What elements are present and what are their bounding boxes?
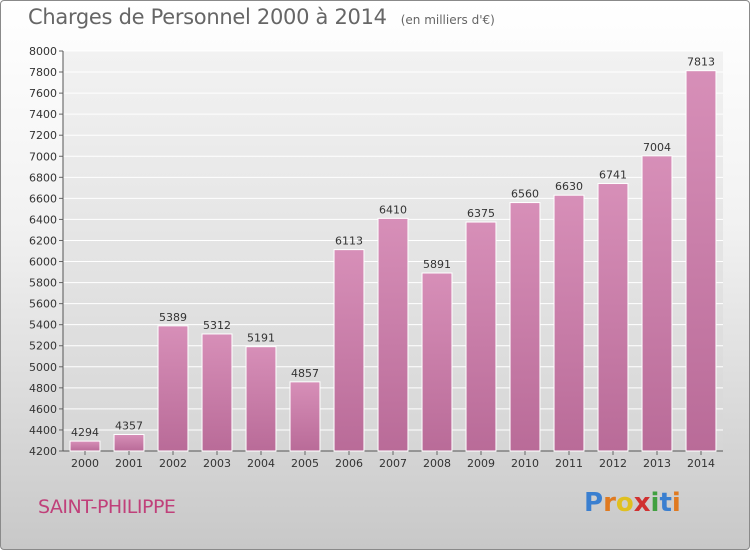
y-tick-label: 5600 — [29, 298, 57, 311]
bar-value-label: 5312 — [203, 319, 231, 332]
bar-value-label: 6560 — [511, 188, 539, 201]
bar-value-label: 6113 — [335, 235, 363, 248]
logo-letter: t — [659, 488, 672, 518]
bar-value-label: 5891 — [423, 258, 451, 271]
bar — [685, 70, 717, 452]
bar — [509, 202, 541, 452]
chart-title-block: Charges de Personnel 2000 à 2014 (en mill… — [28, 5, 495, 29]
bar-value-label: 5191 — [247, 332, 275, 345]
y-tick-label: 6800 — [29, 171, 57, 184]
x-tick-label: 2011 — [555, 457, 583, 470]
chart-subtitle: (en milliers d'€) — [400, 13, 495, 27]
bar-value-label: 6410 — [379, 203, 407, 216]
y-tick-label: 6000 — [29, 256, 57, 269]
x-tick-label: 2009 — [467, 457, 495, 470]
bar-value-label: 4857 — [291, 367, 319, 380]
y-tick-label: 7600 — [29, 87, 57, 100]
bar — [641, 155, 673, 452]
y-tick-label: 5000 — [29, 361, 57, 374]
bar-value-label: 5389 — [159, 311, 187, 324]
y-tick-label: 5800 — [29, 277, 57, 290]
bar — [201, 333, 233, 452]
y-tick-label: 6200 — [29, 234, 57, 247]
logo-letter: o — [615, 488, 634, 518]
bar — [157, 325, 189, 452]
y-tick-label: 4800 — [29, 382, 57, 395]
y-tick-label: 7000 — [29, 150, 57, 163]
y-tick-label: 4600 — [29, 403, 57, 416]
bar-value-label: 6630 — [555, 180, 583, 193]
logo-letter: i — [650, 488, 660, 518]
bar — [69, 440, 101, 452]
bar — [289, 381, 321, 452]
bar — [465, 221, 497, 452]
x-tick-label: 2007 — [379, 457, 407, 470]
x-tick-label: 2012 — [599, 457, 627, 470]
y-tick-label: 8000 — [29, 45, 57, 58]
bar-value-label: 7813 — [687, 56, 715, 69]
x-tick-label: 2004 — [247, 457, 275, 470]
x-tick-label: 2001 — [115, 457, 143, 470]
x-tick-label: 2000 — [71, 457, 99, 470]
y-tick-label: 7800 — [29, 66, 57, 79]
bar — [113, 433, 145, 452]
x-tick-label: 2010 — [511, 457, 539, 470]
x-tick-label: 2002 — [159, 457, 187, 470]
logo-letter: P — [584, 488, 604, 518]
y-tick-label: 4400 — [29, 424, 57, 437]
y-tick-label: 5400 — [29, 319, 57, 332]
x-tick-label: 2013 — [643, 457, 671, 470]
y-tick-label: 6600 — [29, 192, 57, 205]
bar-value-label: 4294 — [71, 426, 99, 439]
y-tick-label: 7200 — [29, 129, 57, 142]
logo-letter: x — [633, 488, 651, 518]
bar-value-label: 7004 — [643, 141, 671, 154]
bar-value-label: 6741 — [599, 169, 627, 182]
commune-name: SAINT-PHILIPPE — [38, 496, 176, 518]
y-tick-label: 6400 — [29, 213, 57, 226]
y-tick-label: 4200 — [29, 445, 57, 458]
bar — [597, 183, 629, 452]
x-tick-label: 2003 — [203, 457, 231, 470]
x-tick-label: 2008 — [423, 457, 451, 470]
bar — [245, 346, 277, 452]
bar — [421, 272, 453, 452]
chart-title: Charges de Personnel 2000 à 2014 — [28, 5, 387, 29]
logo-letter: r — [603, 488, 616, 518]
y-tick-label: 5200 — [29, 340, 57, 353]
bar — [333, 249, 365, 452]
x-tick-label: 2006 — [335, 457, 363, 470]
bar — [377, 217, 409, 452]
bar-value-label: 6375 — [467, 207, 495, 220]
bar-value-label: 4357 — [115, 419, 143, 432]
x-tick-label: 2005 — [291, 457, 319, 470]
proxiti-logo: Proxiti — [584, 488, 681, 518]
logo-letter: i — [671, 488, 681, 518]
bar — [553, 194, 585, 452]
x-tick-label: 2014 — [687, 457, 715, 470]
y-tick-label: 7400 — [29, 108, 57, 121]
